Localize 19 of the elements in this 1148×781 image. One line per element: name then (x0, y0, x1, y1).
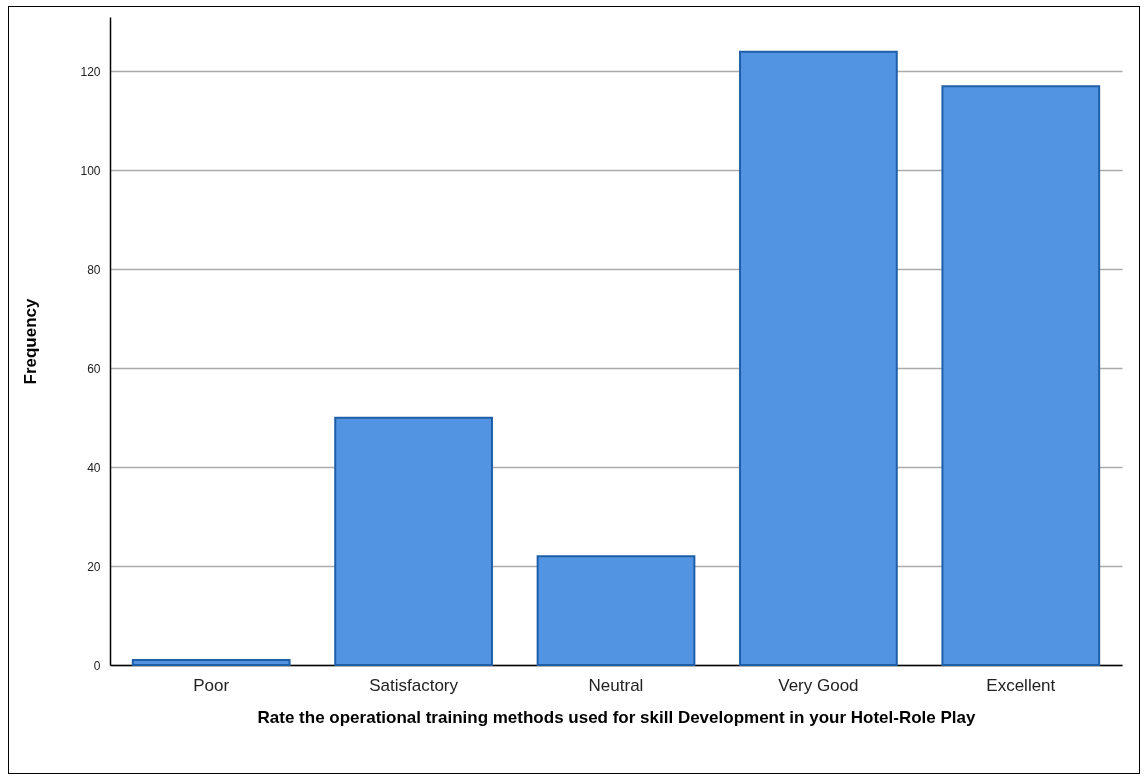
x-tick-label: Neutral (588, 675, 644, 695)
y-tick-label: 100 (80, 163, 101, 178)
y-tick-label: 80 (87, 262, 101, 277)
y-tick-label: 20 (87, 559, 101, 574)
x-axis-title: Rate the operational training methods used for skill Development in your Hotel-Role Play (257, 707, 976, 727)
bar (941, 85, 1101, 666)
x-tick-label: Satisfactory (369, 675, 459, 695)
y-axis-title: Frequency (21, 297, 41, 385)
y-tick-label: 40 (87, 460, 101, 475)
bar (739, 50, 898, 666)
x-tick-label: Very Good (778, 675, 859, 695)
bar (334, 416, 493, 666)
y-tick-label: 60 (87, 361, 101, 376)
x-tick-label: Poor (193, 675, 230, 695)
bar (536, 555, 696, 666)
x-tick-label: Excellent (986, 675, 1056, 695)
y-tick-label: 0 (93, 658, 101, 673)
y-tick-label: 120 (80, 64, 101, 79)
bar (131, 659, 291, 666)
